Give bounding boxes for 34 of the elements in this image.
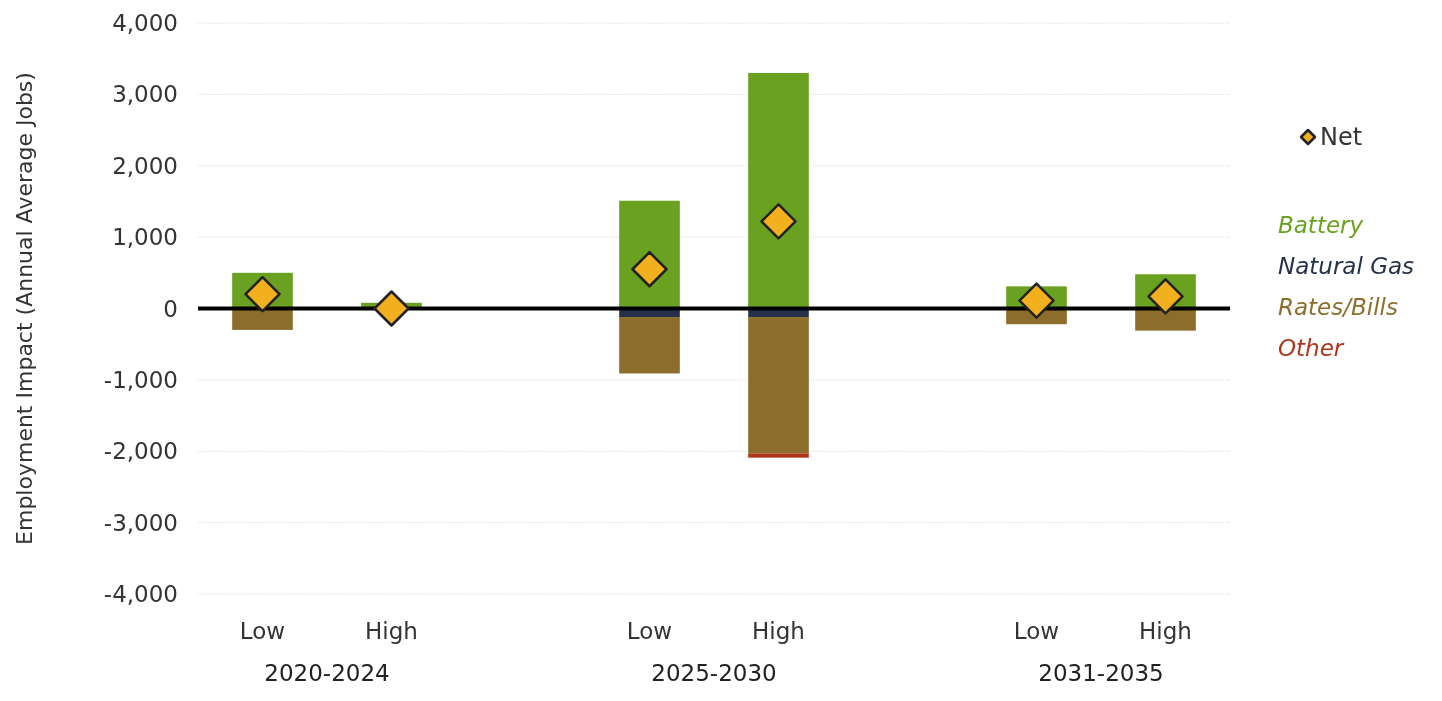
x-tick-label: High	[365, 618, 418, 644]
bar	[748, 453, 809, 458]
point	[1018, 282, 1055, 319]
y-tick-label: 4,000	[112, 10, 178, 37]
y-tick-label: -3,000	[103, 509, 178, 536]
y-tick-label: 1,000	[112, 224, 178, 251]
y-tick-label: 0	[163, 295, 178, 322]
y-tick-label: -1,000	[103, 366, 178, 393]
y-tick-label: -2,000	[103, 438, 178, 465]
bar	[619, 317, 680, 374]
x-tick-label: Low	[239, 618, 286, 644]
x-tick-label: High	[1139, 618, 1192, 644]
text: Rates/Bills	[1278, 294, 1398, 321]
point	[760, 203, 797, 240]
text: 2031-2035	[1038, 660, 1164, 686]
y-tick-label: 2,000	[112, 152, 178, 179]
text: 2025-2030	[651, 660, 777, 686]
y-tick-label: -4,000	[103, 581, 178, 608]
text: Other	[1278, 335, 1345, 362]
y-axis-title: Employment Impact (Annual Average Jobs)	[12, 72, 37, 545]
bar	[748, 317, 809, 454]
text: Natural Gas	[1278, 253, 1415, 280]
x-tick-label: High	[752, 618, 805, 644]
text: Battery	[1278, 212, 1364, 239]
point	[373, 290, 410, 327]
legend-label: Net	[1320, 123, 1363, 152]
bar	[748, 72, 809, 309]
x-tick-label: Low	[1013, 618, 1060, 644]
text: 2020-2024	[264, 660, 390, 686]
point	[1147, 278, 1184, 315]
x-tick-label: Low	[626, 618, 673, 644]
y-tick-label: 3,000	[112, 81, 178, 108]
bar	[1135, 308, 1196, 331]
point	[244, 275, 281, 313]
